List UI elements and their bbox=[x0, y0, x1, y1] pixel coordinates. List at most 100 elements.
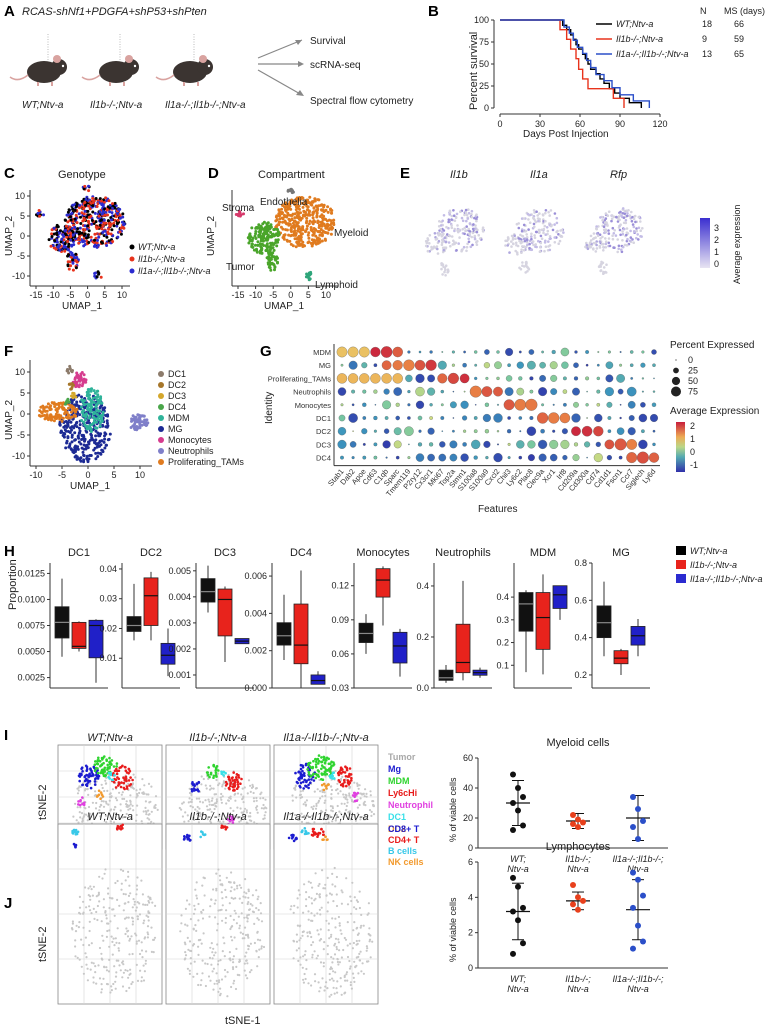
dot-point bbox=[383, 388, 390, 395]
tsne-lymphoid-tumor-cell bbox=[98, 900, 101, 903]
tsne-lymphoid-tumor-cell bbox=[219, 987, 222, 990]
tsne-lymphoid-tumor-cell bbox=[116, 898, 119, 902]
dot-point bbox=[380, 346, 393, 358]
feature-cell bbox=[555, 216, 559, 220]
feature-cell bbox=[462, 245, 466, 249]
umap-cell-tumor bbox=[257, 233, 261, 237]
dot-point bbox=[337, 427, 347, 436]
umap-cell-mdm bbox=[84, 418, 87, 422]
feature-cell bbox=[450, 224, 453, 227]
umap-cell bbox=[111, 240, 115, 243]
dot-point bbox=[484, 349, 490, 355]
dot-point bbox=[459, 373, 470, 384]
percent-legend-dot bbox=[671, 376, 681, 386]
feature-cell bbox=[549, 209, 553, 212]
feature-cell bbox=[532, 216, 535, 220]
umap-cell-tumor bbox=[248, 239, 252, 243]
tsne-myeloid-tumor-cell bbox=[81, 820, 84, 823]
umap-f-x-tick-label: -10 bbox=[29, 470, 42, 480]
dot-point bbox=[362, 455, 367, 460]
tsne-myeloid-tumor-cell bbox=[110, 795, 113, 798]
feature-cell bbox=[448, 213, 452, 216]
tsne-lymphoid-tumor-cell bbox=[195, 881, 198, 884]
umap-cell bbox=[96, 243, 100, 247]
dot-point bbox=[548, 412, 560, 424]
tsne-myeloid-cell-ly6chi bbox=[128, 784, 131, 787]
tsne-myeloid-tumor-cell bbox=[79, 816, 82, 819]
tsne-myeloid-cell-ly6chi bbox=[228, 778, 232, 782]
tsne-myeloid-title: Il1a-/-Il1b-/-;Ntv-a bbox=[283, 732, 369, 744]
feature-cell bbox=[470, 215, 474, 219]
tsne-myeloid-cell-mdm bbox=[312, 759, 315, 763]
tsne-lymphoid-tumor-cell bbox=[245, 951, 248, 954]
tsne-lymphoid-tumor-cell bbox=[90, 912, 93, 915]
tsne-lymphoid-tumor-cell bbox=[200, 979, 203, 982]
myeloid-group-label: Ntv-a bbox=[567, 864, 589, 874]
umap-cell-mg bbox=[89, 432, 93, 436]
umap-cell bbox=[121, 215, 125, 219]
panel-d: D Compartment -15 -10 -5 0 5 10UMAP_1UMAP_2St… bbox=[206, 165, 368, 312]
umap-cell-tumor bbox=[258, 231, 262, 235]
tsne-myeloid-cell-ly6chi bbox=[114, 786, 118, 789]
tsne-myeloid-tumor-cell bbox=[255, 799, 258, 802]
feature-cell bbox=[540, 237, 544, 240]
umap-cell-myeloid bbox=[311, 216, 315, 220]
umap-cell-myeloid bbox=[295, 216, 299, 220]
panel-letter-c: C bbox=[4, 165, 15, 182]
tsne-myeloid-tumor-cell bbox=[132, 773, 135, 776]
feature-cell bbox=[604, 240, 608, 243]
tsne-myeloid-tumor-cell bbox=[75, 819, 78, 822]
tsne-lymphoid-tumor-cell bbox=[114, 937, 117, 940]
dot-point bbox=[593, 453, 603, 463]
umap-cell-tumor bbox=[274, 238, 278, 242]
umap-cell bbox=[89, 214, 93, 218]
dot-point bbox=[573, 442, 579, 447]
tsne-lymphoid-tumor-cell bbox=[194, 908, 197, 911]
tsne-myeloid-cell-mg bbox=[310, 778, 313, 781]
umap-cell-myeloid bbox=[305, 198, 309, 202]
feature-cell bbox=[520, 248, 523, 251]
feature-cell bbox=[610, 217, 614, 220]
umap-cell-mdm bbox=[82, 420, 86, 424]
tsne-myeloid-tumor-cell bbox=[83, 806, 86, 809]
mouse-eye bbox=[133, 64, 137, 68]
box-y-tick-label: 0.2 bbox=[574, 670, 587, 680]
dot-point bbox=[382, 400, 392, 410]
tsne-myeloid-tumor-cell bbox=[98, 805, 101, 808]
tsne-myeloid-cell-mdm bbox=[104, 774, 107, 778]
tsne-lymphoid-tumor-cell bbox=[82, 900, 85, 903]
feature-cell bbox=[598, 244, 601, 248]
feature-cell bbox=[521, 245, 524, 248]
feature-cell bbox=[441, 246, 445, 250]
tsne-lymphoid-tumor-cell bbox=[78, 895, 81, 899]
mouse-icon bbox=[81, 34, 139, 86]
tsne-lymphoid-tumor-cell bbox=[88, 920, 91, 923]
tsne-myeloid-cell-ly6chi bbox=[232, 789, 235, 792]
feature-cell bbox=[628, 214, 632, 218]
tsne-myeloid-cell-mg bbox=[192, 787, 196, 790]
umap-cell-tumor bbox=[269, 225, 273, 229]
tsne-myeloid-tumor-cell bbox=[77, 786, 80, 789]
dot-feature-label: Ly6d bbox=[640, 467, 657, 485]
feature-cell bbox=[447, 241, 451, 244]
feature-cell bbox=[616, 250, 619, 254]
km-x-tick-label: 60 bbox=[575, 119, 585, 129]
tsne-myeloid-tumor-cell bbox=[100, 800, 103, 803]
feature-cell bbox=[453, 229, 456, 233]
dot-identity-label: DC1 bbox=[316, 414, 331, 423]
feature-cell bbox=[522, 237, 526, 241]
tsne-lymphoid-tumor-cell bbox=[131, 920, 135, 923]
feature-cell bbox=[467, 240, 471, 244]
umap-cell-tumor bbox=[277, 233, 281, 236]
umap-cell bbox=[108, 224, 112, 228]
tsne-lymphoid-tumor-cell bbox=[106, 929, 109, 933]
tsne-myeloid-cell-mdm bbox=[100, 763, 104, 767]
umap-cell bbox=[104, 196, 108, 200]
umap-cell-mg bbox=[70, 428, 73, 432]
feature-cell bbox=[510, 245, 513, 248]
umap-cell-tumor bbox=[269, 268, 273, 272]
umap-cell bbox=[77, 241, 81, 245]
umap-cell-mg bbox=[88, 454, 92, 457]
umap-cell-proliferating bbox=[37, 414, 41, 417]
umap-cell-tumor bbox=[270, 246, 274, 250]
